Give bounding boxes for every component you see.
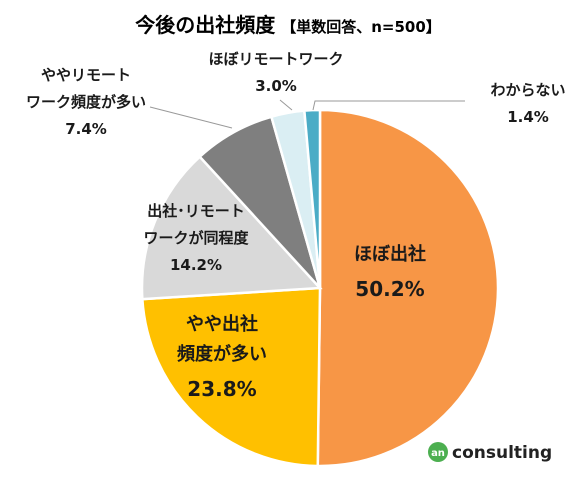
chart-title-line: 今後の出社頻度 【単数回答、n=500】 xyxy=(135,13,441,37)
chart-title-group: 今後の出社頻度 【単数回答、n=500】 xyxy=(135,13,441,37)
slice-label-text: ほぼ出社 xyxy=(354,243,426,265)
slice-label-1: ほぼ出社 50.2% xyxy=(354,243,426,301)
slice-label-text: 出社･リモート xyxy=(147,202,245,220)
slice-label-text: やや出社 xyxy=(186,313,258,335)
leader-line-4 xyxy=(149,106,233,129)
slice-value-text: 7.4% xyxy=(65,120,107,138)
slice-value-text: 1.4% xyxy=(507,108,549,126)
slice-value-text: 23.8% xyxy=(187,377,256,401)
slice-label-text: ややリモート xyxy=(41,66,131,84)
leader-line-6 xyxy=(312,100,465,111)
chart-title: 今後の出社頻度 xyxy=(135,13,276,37)
slice-value-text: 14.2% xyxy=(170,256,222,274)
logo-mark-icon xyxy=(428,442,448,462)
pie-slice-3 xyxy=(140,154,323,301)
slice-label-text: ワーク頻度が多い xyxy=(26,93,146,111)
pie-slices xyxy=(140,108,500,468)
consulting-logo: an consulting xyxy=(428,442,552,463)
slice-label-text: わからない xyxy=(490,81,565,99)
leader-lines xyxy=(149,99,465,129)
slice-label-text: 頻度が多い xyxy=(177,343,267,365)
pie-slice-6 xyxy=(303,108,322,289)
slice-label-6: わからない 1.4% xyxy=(490,81,565,126)
slice-label-text: ワークが同程度 xyxy=(143,229,249,247)
slice-label-5: ほぼリモートワーク 3.0% xyxy=(208,50,343,95)
slice-value-text: 50.2% xyxy=(355,277,424,301)
pie-slice-1 xyxy=(316,108,500,468)
logo-word: consulting xyxy=(452,443,552,463)
leader-line-5 xyxy=(279,99,293,111)
logo-mark-text: an xyxy=(431,448,445,459)
slice-label-text: ほぼリモートワーク xyxy=(208,50,343,68)
slice-value-text: 3.0% xyxy=(255,77,297,95)
pie-slice-2 xyxy=(141,286,322,468)
chart-subtitle: 【単数回答、n=500】 xyxy=(281,18,441,36)
